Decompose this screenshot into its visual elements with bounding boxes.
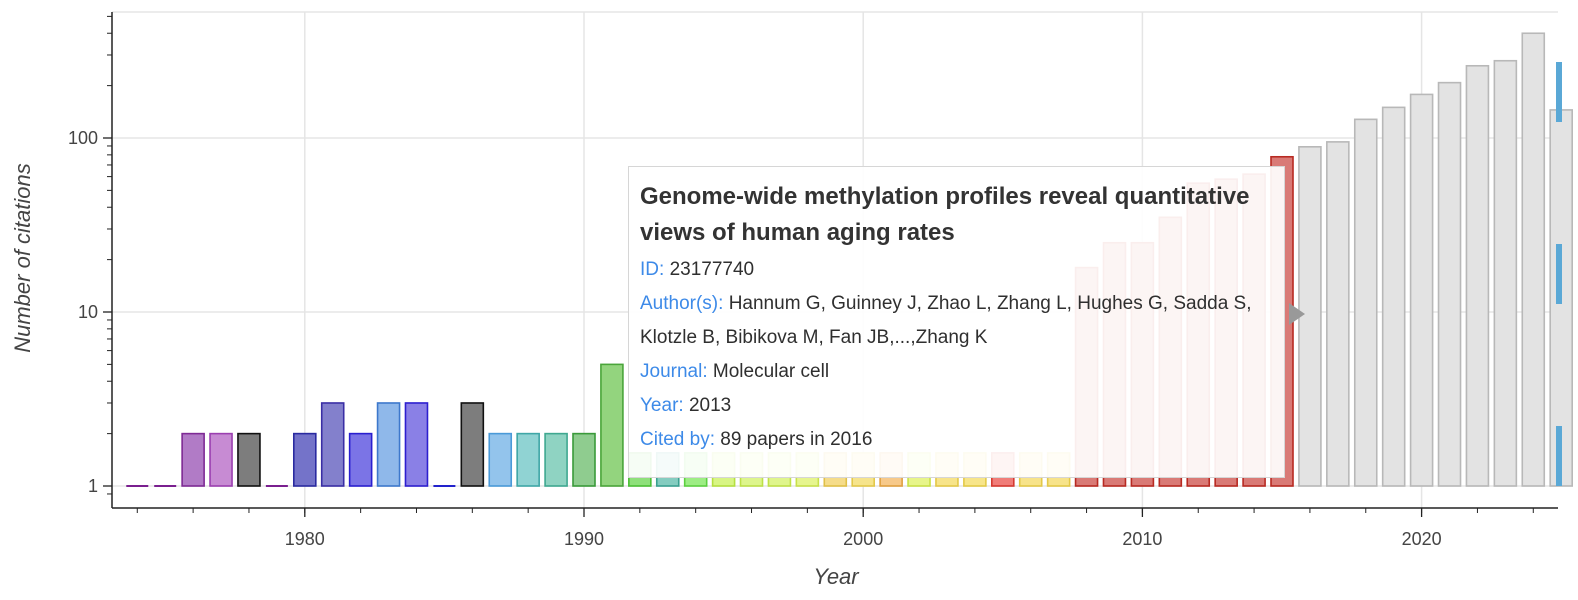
bar-1984 (404, 402, 429, 487)
tooltip-id-label: ID: (640, 259, 665, 280)
tooltip-id-value: 23177740 (669, 259, 755, 280)
tooltip-year-value: 2013 (688, 395, 732, 416)
bar-2020 (1409, 93, 1434, 487)
bar-1987 (488, 432, 513, 487)
tooltip-cited-label: Cited by: (640, 429, 715, 450)
bar-1983 (376, 402, 401, 487)
x-tick-label: 2020 (1402, 529, 1442, 549)
bar-1978 (237, 432, 261, 487)
tooltip-year-label: Year: (640, 395, 684, 416)
tooltip-cited-row: Cited by: 89 papers in 2016 (640, 423, 1270, 457)
tooltip-cited-value: 89 papers in 2016 (720, 429, 873, 450)
edge-tab-bottom[interactable] (1556, 426, 1562, 486)
y-tick-label: 100 (68, 128, 98, 148)
bar-1989 (544, 432, 568, 487)
y-axis-title: Number of citations (10, 163, 35, 353)
bar-1988 (516, 432, 540, 487)
bar-1977 (209, 432, 233, 487)
bar-2022 (1465, 64, 1490, 487)
bar-1990 (572, 432, 596, 487)
bar-2024 (1521, 32, 1546, 487)
tooltip-year-row: Year: 2013 (640, 389, 1270, 423)
bar-1980 (292, 432, 317, 487)
tooltip-title: Genome-wide methylation profiles reveal … (640, 183, 1250, 246)
tooltip-pointer-icon (1289, 303, 1305, 325)
bar-1991 (600, 363, 624, 487)
x-tick-label: 2000 (843, 529, 883, 549)
x-tick-label: 2010 (1122, 529, 1162, 549)
tooltip-authors-row: Author(s): Hannum G, Guinney J, Zhao L, … (640, 287, 1270, 355)
tooltip-id-row: ID: 23177740 (640, 253, 1270, 287)
bar-1982 (348, 432, 373, 487)
bar-2023 (1493, 59, 1518, 487)
x-tick-label: 1980 (285, 529, 325, 549)
bar-2017 (1326, 141, 1350, 487)
edge-tab-top[interactable] (1556, 62, 1562, 122)
x-tick-label: 1990 (564, 529, 604, 549)
tooltip-authors-value: Hannum G, Guinney J, Zhao L, Zhang L, Hu… (640, 293, 1252, 348)
tooltip-authors-label: Author(s): (640, 293, 724, 314)
y-tick-label: 10 (78, 302, 98, 322)
bar-1986 (460, 402, 485, 487)
axes: 1980 1990 2000 2010 2020 1 10 100 (68, 12, 1558, 549)
tooltip-journal-row: Journal: Molecular cell (640, 355, 1270, 389)
bar-2018 (1353, 118, 1378, 487)
y-tick-label: 1 (88, 476, 98, 496)
x-axis-title: Year (813, 564, 860, 589)
bar-1981 (320, 402, 345, 487)
hover-tooltip: Genome-wide methylation profiles reveal … (628, 166, 1285, 478)
bar-2021 (1437, 81, 1462, 487)
bar-1976 (181, 432, 205, 487)
tooltip-journal-value: Molecular cell (712, 361, 830, 382)
tooltip-journal-label: Journal: (640, 361, 708, 382)
edge-tab-middle[interactable] (1556, 244, 1562, 304)
bar-2019 (1381, 106, 1406, 487)
